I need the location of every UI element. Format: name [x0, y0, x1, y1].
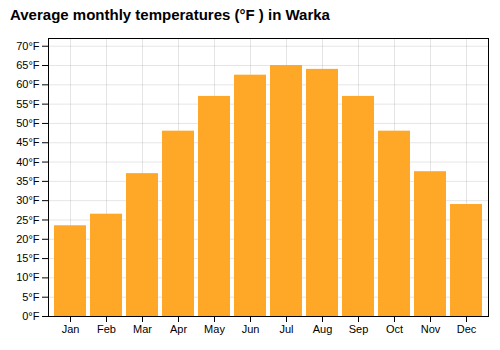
svg-text:Jul: Jul	[279, 323, 293, 335]
svg-text:Sep: Sep	[349, 323, 369, 335]
svg-text:50°F: 50°F	[16, 117, 40, 129]
svg-text:30°F: 30°F	[16, 194, 40, 206]
svg-text:Aug: Aug	[313, 323, 333, 335]
svg-text:Feb: Feb	[97, 323, 116, 335]
svg-text:55°F: 55°F	[16, 98, 40, 110]
svg-text:Dec: Dec	[457, 323, 477, 335]
svg-text:5°F: 5°F	[22, 291, 40, 303]
svg-text:65°F: 65°F	[16, 59, 40, 71]
svg-text:May: May	[204, 323, 225, 335]
html-text:Average monthly temperatures (: Average monthly temperatures (°F ) in Wa…	[10, 6, 330, 23]
svg-text:60°F: 60°F	[16, 78, 40, 90]
svg-text:Jan: Jan	[62, 323, 80, 335]
svg-text:0°F: 0°F	[22, 310, 40, 322]
svg-text:Oct: Oct	[386, 323, 403, 335]
svg-text:45°F: 45°F	[16, 136, 40, 148]
svg-text:15°F: 15°F	[16, 252, 40, 264]
svg-text:20°F: 20°F	[16, 233, 40, 245]
svg-text:Nov: Nov	[421, 323, 441, 335]
svg-text:40°F: 40°F	[16, 156, 40, 168]
svg-text:70°F: 70°F	[16, 40, 40, 52]
svg-text:Jun: Jun	[242, 323, 260, 335]
svg-text:10°F: 10°F	[16, 271, 40, 283]
svg-text:Mar: Mar	[133, 323, 152, 335]
svg-text:Apr: Apr	[170, 323, 187, 335]
svg-text:35°F: 35°F	[16, 175, 40, 187]
svg-text:25°F: 25°F	[16, 213, 40, 225]
